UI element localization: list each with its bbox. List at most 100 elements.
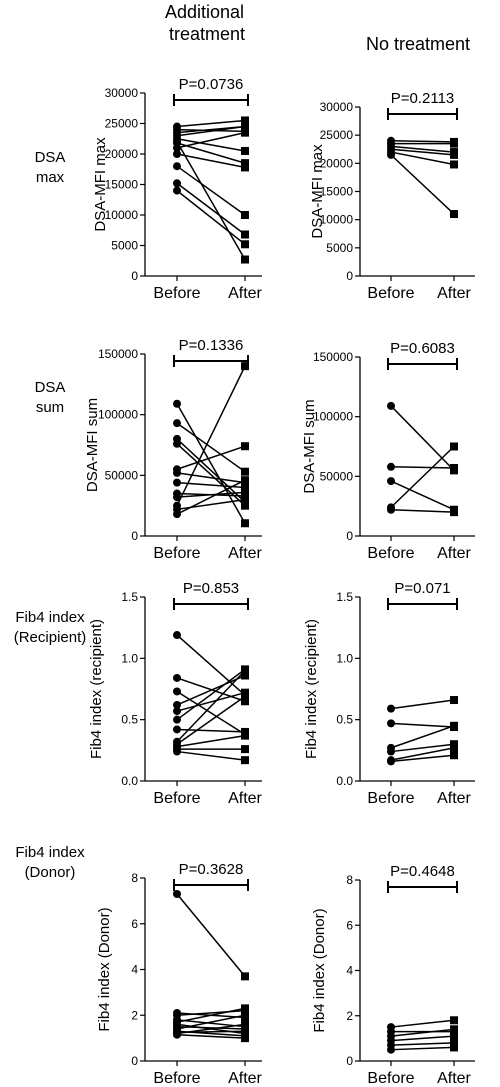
row-label-4-line-1: Fib4 index (15, 844, 85, 861)
y-tick-label: 20000 (320, 156, 354, 170)
p-value-bracket (173, 355, 249, 367)
before-point-2 (387, 719, 395, 728)
pair-line-5 (176, 1007, 246, 1023)
x-tick-label-after: After (228, 545, 262, 562)
after-point-5 (241, 442, 249, 451)
before-point-6 (387, 1045, 395, 1054)
y-tick-label: 0.0 (336, 774, 353, 788)
y-axis-label: DSA-MFI sum (301, 399, 318, 493)
before-point-1 (173, 890, 181, 899)
y-tick-label: 0 (131, 1054, 138, 1068)
x-tick-label-after: After (228, 285, 262, 302)
y-tick-label: 4 (131, 963, 138, 977)
y-tick-label: 10000 (320, 213, 354, 227)
p-value-label: P=0.4648 (390, 863, 455, 880)
y-tick-label: 8 (131, 871, 138, 885)
y-tick-label: 15000 (320, 185, 354, 199)
pair-line-3 (390, 480, 455, 511)
before-point-11 (173, 747, 181, 756)
before-point-12 (173, 501, 181, 510)
p-value-bracket (387, 881, 458, 893)
after-point-5 (450, 1038, 458, 1047)
y-axis-label: Fib4 index (Donor) (96, 907, 113, 1031)
row-label-2: DSA sum (35, 379, 66, 416)
after-point-1 (241, 519, 249, 528)
before-point-3 (173, 687, 181, 696)
pair-line-5 (390, 747, 455, 761)
before-point-11 (173, 510, 181, 519)
y-axis-label: DSA-MFI max (309, 144, 326, 239)
after-point-4 (241, 122, 249, 131)
row-label-1-line-1: DSA (35, 149, 66, 166)
pair-line-7 (176, 131, 246, 149)
before-point-7 (173, 725, 181, 734)
y-tick-label: 4 (346, 964, 353, 978)
pair-line-6 (390, 154, 455, 215)
pair-line-1 (176, 403, 246, 524)
p-value-bracket (173, 598, 249, 610)
before-point-1 (387, 704, 395, 713)
y-tick-label: 150000 (313, 350, 353, 364)
chart-panel-6: 0.0 0.5 1.0 1.5 Before After Fib4 index (recip… (303, 580, 475, 807)
y-tick-label: 0 (346, 529, 353, 543)
y-tick-label: 0 (346, 1054, 353, 1068)
before-point-12 (173, 1030, 181, 1039)
x-tick-label-before: Before (153, 790, 200, 807)
x-tick-label-before: Before (367, 1070, 414, 1087)
pair-line-1 (390, 140, 455, 143)
after-point-6 (450, 1043, 458, 1052)
y-tick-label: 1.0 (336, 651, 353, 665)
before-point-11 (173, 137, 181, 146)
p-value-label: P=0.6083 (390, 340, 455, 357)
column-header-additional-treatment: Additional treatment (165, 2, 249, 44)
pair-line-4 (390, 1035, 455, 1042)
after-point-6 (450, 751, 458, 760)
pair-line-12 (176, 1033, 246, 1039)
y-tick-label: 10000 (105, 208, 139, 222)
row-label-1: DSA max (35, 149, 66, 186)
before-point-10 (173, 186, 181, 195)
pair-line-3 (390, 725, 455, 749)
p-value-bracket (173, 879, 249, 891)
x-tick-label-after: After (228, 1070, 262, 1087)
x-tick-label-after: After (437, 790, 471, 807)
after-point-6 (450, 210, 458, 219)
pair-line-4 (176, 125, 246, 137)
pair-line-1 (390, 699, 455, 710)
pair-line-12 (176, 670, 246, 743)
after-point-12 (241, 666, 249, 675)
pair-line-1 (390, 1019, 455, 1028)
chart-panel-4: 0 50000 100000 150000 Before After DSA-MFI sum… (301, 340, 475, 562)
p-value-label: P=0.0736 (179, 76, 244, 93)
pair-line-11 (176, 1030, 246, 1034)
after-point-3 (450, 1025, 458, 1034)
after-point-12 (241, 163, 249, 172)
after-point-8 (241, 692, 249, 701)
chart-panel-1: 0 5000 10000 15000 20000 25000 30000 Before Afte… (92, 76, 263, 302)
y-tick-label: 8 (346, 873, 353, 887)
after-point-10 (241, 1020, 249, 1029)
x-tick-label-before: Before (367, 545, 414, 562)
pair-line-12 (176, 365, 246, 506)
y-axis-label: DSA-MFI sum (84, 398, 101, 492)
y-tick-label: 20000 (105, 147, 139, 161)
pair-line-6 (176, 142, 246, 164)
x-tick-label-before: Before (367, 790, 414, 807)
y-tick-label: 6 (131, 917, 138, 931)
pair-line-5 (176, 691, 246, 712)
after-point-10 (241, 240, 249, 249)
row-label-4: Fib4 index (Donor) (15, 844, 85, 881)
chart-panel-8: 0 2 4 6 8 Before After Fib4 index (Donor) P=0.46… (311, 863, 475, 1087)
after-point-10 (241, 745, 249, 754)
after-point-7 (241, 128, 249, 137)
before-point-9 (173, 493, 181, 502)
pair-line-8 (176, 695, 246, 745)
y-tick-label: 2 (346, 1009, 353, 1023)
y-axis-label: Fib4 index (recipient) (88, 619, 105, 759)
before-point-12 (173, 737, 181, 746)
y-tick-label: 0.0 (121, 774, 138, 788)
after-point-8 (241, 1011, 249, 1020)
after-point-4 (241, 671, 249, 680)
after-point-4 (450, 1032, 458, 1041)
